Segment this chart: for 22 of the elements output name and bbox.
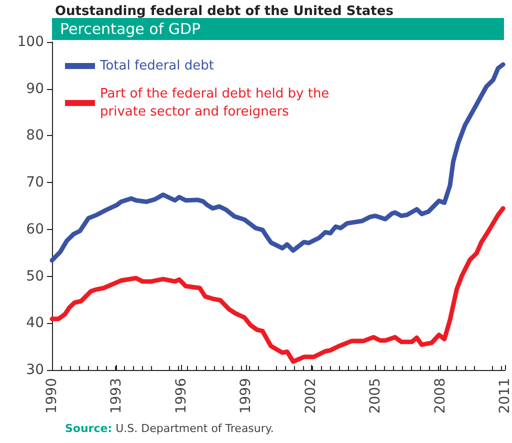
x-tick-label: 1993	[108, 378, 125, 414]
source-note: Source: U.S. Department of Treasury.	[65, 422, 274, 435]
x-tick-label: 1999	[238, 378, 254, 414]
legend-label: Part of the federal debt held by the private sector and foreigners	[100, 86, 334, 120]
chart-subtitle: Percentage of GDP	[52, 18, 504, 40]
y-tick-label: 100	[17, 34, 44, 50]
x-tick-label: 1996	[173, 378, 190, 414]
y-tick-label: 30	[26, 362, 44, 378]
x-tick-label: 1990	[44, 378, 60, 414]
x-tick-label: 2005	[368, 378, 384, 414]
x-tick-label: 2002	[302, 378, 319, 414]
line-series	[50, 206, 506, 364]
chart-title: Outstanding federal debt of the United States	[55, 4, 394, 19]
y-tick-label: 50	[26, 268, 44, 284]
legend-label: Total federal debt	[99, 58, 214, 74]
y-tick-label: 40	[26, 315, 44, 332]
y-tick-label: 90	[26, 80, 44, 97]
x-tick-label: 2008	[432, 378, 448, 414]
y-tick-label: 60	[26, 221, 44, 238]
y-tick-label: 80	[26, 128, 44, 144]
x-tick-label: 2011	[497, 378, 512, 414]
y-tick-label: 70	[26, 174, 44, 191]
